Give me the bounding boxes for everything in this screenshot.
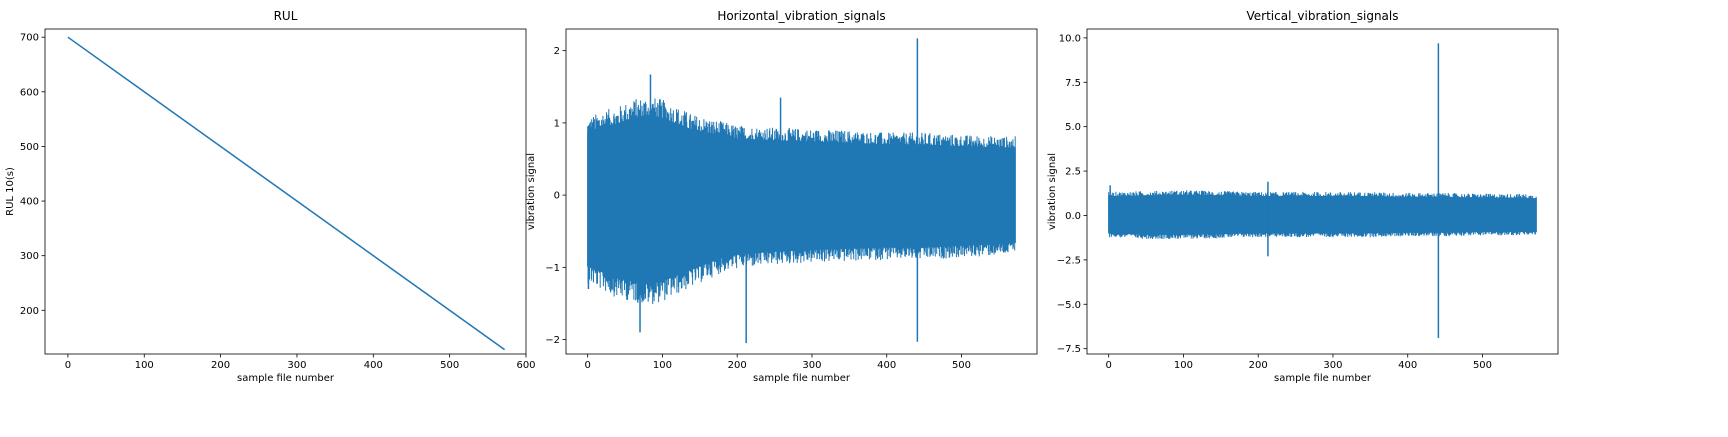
x-tick-label: 400 bbox=[1398, 360, 1417, 371]
x-tick-label: 500 bbox=[440, 360, 459, 371]
x-tick-label: 0 bbox=[584, 360, 590, 371]
x-tick-label: 600 bbox=[516, 360, 535, 371]
y-tick-label: −7.5 bbox=[1057, 344, 1081, 355]
y-tick-label: 500 bbox=[20, 142, 39, 153]
x-tick-label: 100 bbox=[653, 360, 672, 371]
x-tick-label: 200 bbox=[728, 360, 747, 371]
x-tick-label: 300 bbox=[1323, 360, 1342, 371]
y-tick-label: 300 bbox=[20, 251, 39, 262]
subplot-title: Horizontal_vibration_signals bbox=[717, 9, 885, 23]
x-tick-label: 300 bbox=[287, 360, 306, 371]
series-line bbox=[67, 36, 506, 351]
signal-noise bbox=[1108, 190, 1537, 239]
y-tick-label: 600 bbox=[20, 87, 39, 98]
x-tick-label: 0 bbox=[1105, 360, 1111, 371]
series-line bbox=[1108, 43, 1537, 339]
x-tick-label: 200 bbox=[211, 360, 230, 371]
axes-frame bbox=[1086, 28, 1559, 355]
subplot-3: Vertical_vibration_signals 0 100 200 300 400 5… bbox=[1047, 9, 1559, 384]
subplot-2: Horizontal_vibration_signals 0 100 200 300 40… bbox=[526, 9, 1038, 384]
y-tick-label: 0.0 bbox=[1065, 211, 1081, 222]
y-tick-label: −1 bbox=[545, 263, 560, 274]
x-axis-label: sample file number bbox=[237, 373, 335, 384]
y-tick-label: 2.5 bbox=[1065, 167, 1081, 178]
rul-line bbox=[67, 36, 506, 351]
y-tick-label: −2.5 bbox=[1057, 255, 1081, 266]
x-axis-label: sample file number bbox=[1274, 373, 1372, 384]
y-tick-label: 2 bbox=[554, 46, 560, 57]
x-tick-label: 0 bbox=[65, 360, 71, 371]
axes-frame bbox=[44, 28, 527, 355]
subplot-title: Vertical_vibration_signals bbox=[1247, 9, 1399, 23]
subplot-title: RUL bbox=[274, 9, 298, 23]
y-tick-label: 5.0 bbox=[1065, 122, 1081, 133]
y-axis-label: vibration signal bbox=[1047, 153, 1058, 230]
x-tick-label: 100 bbox=[135, 360, 154, 371]
y-tick-label: 1 bbox=[554, 118, 560, 129]
y-tick-label: 400 bbox=[20, 197, 39, 208]
y-tick-label: 200 bbox=[20, 306, 39, 317]
x-tick-label: 500 bbox=[1473, 360, 1492, 371]
x-tick-label: 300 bbox=[802, 360, 821, 371]
y-tick-label: 700 bbox=[20, 33, 39, 44]
y-tick-label: −2 bbox=[545, 335, 560, 346]
y-tick-label: 7.5 bbox=[1065, 78, 1081, 89]
x-tick-label: 500 bbox=[952, 360, 971, 371]
x-tick-label: 400 bbox=[364, 360, 383, 371]
y-axis-label: RUL 10(s) bbox=[5, 167, 16, 216]
x-axis-label: sample file number bbox=[753, 373, 851, 384]
x-tick-label: 100 bbox=[1174, 360, 1193, 371]
x-tick-label: 200 bbox=[1249, 360, 1268, 371]
y-axis-label: vibration signal bbox=[526, 153, 537, 230]
y-tick-label: 10.0 bbox=[1059, 33, 1081, 44]
y-tick-label: −5.0 bbox=[1057, 300, 1081, 311]
series-line bbox=[587, 38, 1016, 344]
axes-frame bbox=[565, 28, 1038, 355]
x-tick-label: 400 bbox=[877, 360, 896, 371]
subplot-1: RUL 0 100 200 300 400 500 600 200 300 400 500 600 700… bbox=[5, 9, 536, 384]
y-tick-label: 0 bbox=[554, 191, 560, 202]
